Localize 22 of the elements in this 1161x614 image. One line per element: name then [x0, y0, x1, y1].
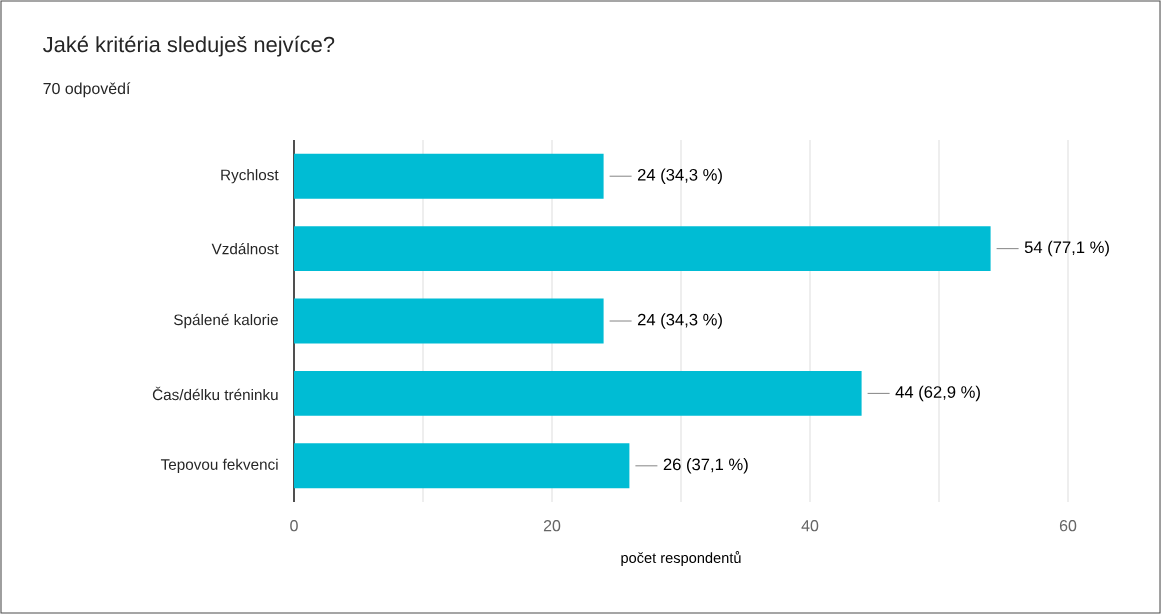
x-tick-label: 20 [543, 520, 561, 532]
data-label: 24 (34,3 %) [637, 313, 722, 329]
x-tick-label: 0 [290, 520, 298, 532]
y-tick-label: Vzdálnost [211, 242, 279, 255]
chart-title: Jaké kritéria sleduješ nejvíce? [43, 35, 335, 57]
y-tick-label: Spálené kalorie [174, 313, 278, 329]
data-label: 24 (34,3 %) [637, 168, 722, 184]
x-axis-title: počet respondentů [621, 551, 741, 566]
bar [294, 153, 604, 199]
text: 70 odpovědí [43, 82, 131, 98]
bar [294, 370, 862, 416]
bar [294, 443, 630, 489]
data-label: 44 (62,9 %) [895, 385, 980, 402]
data-label: 26 (37,1 %) [663, 458, 748, 474]
y-tick-label: Čas/délku tréninku [152, 386, 278, 401]
bar [294, 226, 991, 272]
x-tick-label: 60 [1059, 520, 1077, 532]
data-label: 54 (77,1 %) [1024, 240, 1109, 257]
bar [294, 298, 604, 344]
x-tick-label: 40 [801, 520, 819, 532]
y-tick-label: Rychlost [221, 169, 279, 184]
y-tick-label: Tepovou fekvenci [160, 458, 278, 473]
